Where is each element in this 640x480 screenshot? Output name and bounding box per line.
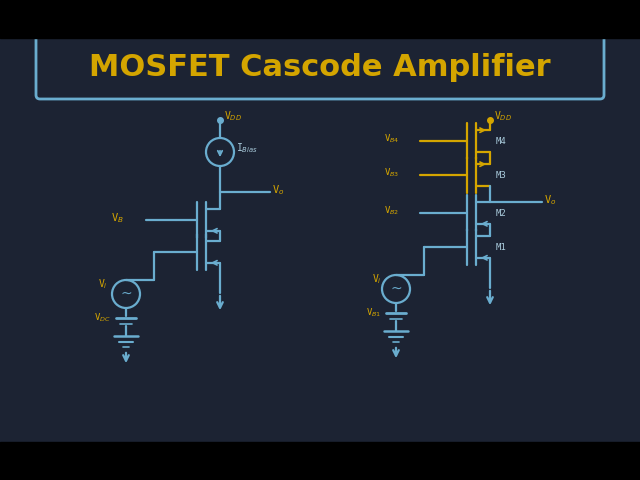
Text: V$_{B3}$: V$_{B3}$ <box>384 167 399 179</box>
Text: V$_i$: V$_i$ <box>372 272 382 286</box>
Text: V$_o$: V$_o$ <box>272 183 284 197</box>
FancyBboxPatch shape <box>36 35 604 99</box>
Text: M1: M1 <box>496 242 507 252</box>
Text: V$_{DC}$: V$_{DC}$ <box>94 312 111 324</box>
Bar <box>0 0 640 38</box>
Text: M3: M3 <box>496 170 507 180</box>
Text: I$_{Bias}$: I$_{Bias}$ <box>236 141 258 155</box>
Bar <box>0 442 640 480</box>
Text: ~: ~ <box>390 282 402 296</box>
Text: ~: ~ <box>120 287 132 301</box>
Text: V$_{B1}$: V$_{B1}$ <box>366 307 381 319</box>
Text: M4: M4 <box>496 136 507 145</box>
Text: V$_o$: V$_o$ <box>544 193 556 207</box>
Text: V$_{DD}$: V$_{DD}$ <box>224 109 242 123</box>
Text: V$_{B4}$: V$_{B4}$ <box>384 133 399 145</box>
Text: V$_{DD}$: V$_{DD}$ <box>494 109 512 123</box>
Text: M2: M2 <box>496 208 507 217</box>
Text: MOSFET Cascode Amplifier: MOSFET Cascode Amplifier <box>89 52 551 82</box>
Text: V$_i$: V$_i$ <box>98 277 108 291</box>
Text: V$_B$: V$_B$ <box>111 211 124 225</box>
Text: V$_{B2}$: V$_{B2}$ <box>384 205 399 217</box>
